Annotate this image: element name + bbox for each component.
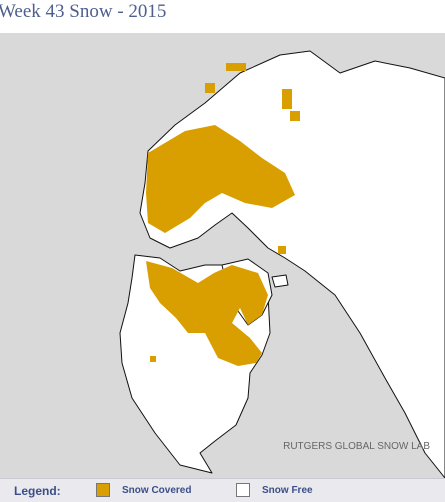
- snow-patch: [150, 356, 156, 362]
- iceland: [271, 274, 289, 288]
- snow-patch: [278, 246, 286, 254]
- credit: RUTGERS GLOBAL SNOW LAB: [283, 441, 430, 452]
- snow-patch: [205, 83, 215, 93]
- snow-patch: [226, 63, 246, 71]
- legend: Legend: Snow Covered Snow Free: [0, 478, 445, 502]
- snow-eurasia: [146, 125, 295, 233]
- map: RUTGERS GLOBAL SNOW LAB: [0, 33, 445, 478]
- legend-title: Legend:: [14, 484, 61, 498]
- legend-swatch: [96, 483, 110, 497]
- legend-swatch: [236, 483, 250, 497]
- snow: [146, 63, 300, 366]
- legend-label: Snow Free: [262, 485, 313, 496]
- snow-patch: [290, 111, 300, 121]
- title: Week 43 Snow - 2015: [0, 1, 167, 22]
- snow-patch: [282, 89, 292, 109]
- legend-label: Snow Covered: [122, 485, 192, 496]
- snow-north-america: [146, 261, 268, 366]
